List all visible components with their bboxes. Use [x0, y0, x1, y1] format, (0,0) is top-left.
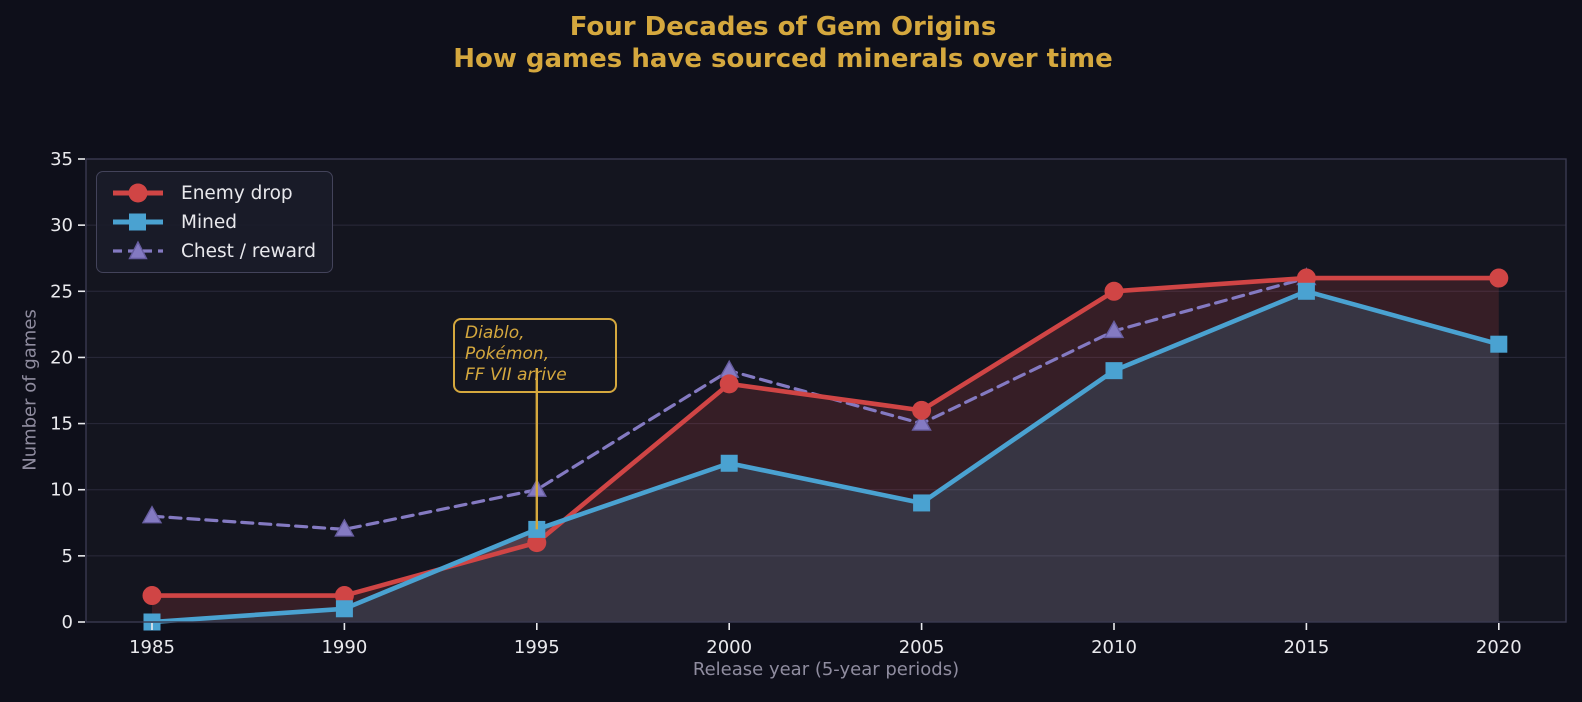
- chart-title-line2: How games have sourced minerals over tim…: [453, 44, 1113, 74]
- enemy-drop-marker: [719, 374, 739, 394]
- y-tick-label: 35: [50, 149, 73, 170]
- chest-reward-marker: [911, 412, 932, 431]
- annotation-line2: FF VII arrive: [465, 365, 567, 385]
- mined-marker: [913, 494, 931, 512]
- chest-reward-legend-marker-icon: [113, 240, 163, 260]
- mined-marker: [1490, 335, 1508, 353]
- enemy-drop-marker: [1104, 281, 1124, 301]
- x-tick-label: 1985: [129, 637, 175, 658]
- chest-reward-marker: [1103, 320, 1125, 339]
- x-tick-label: 1995: [514, 637, 560, 658]
- enemy-drop-marker: [912, 400, 932, 420]
- y-tick-label: 10: [50, 480, 73, 501]
- legend-item-mined: Mined: [109, 210, 316, 234]
- y-tick-label: 20: [50, 347, 73, 368]
- y-tick-label: 15: [50, 414, 73, 435]
- y-axis-label: Number of games: [19, 309, 41, 471]
- mined-marker: [1297, 282, 1315, 300]
- y-tick-label: 5: [62, 546, 73, 567]
- mined-line: [149, 288, 1502, 625]
- legend-item-enemy-drop: Enemy drop: [109, 181, 316, 205]
- mined-marker: [720, 454, 738, 472]
- enemy-drop-marker: [142, 586, 162, 606]
- chart-title: Four Decades of Gem Origins How games ha…: [0, 11, 1566, 75]
- legend-label-chest-reward: Chest / reward: [181, 240, 316, 262]
- chest-reward-marker: [334, 518, 355, 537]
- x-tick-label: 2005: [899, 637, 945, 658]
- x-tick-label: 2015: [1283, 637, 1329, 658]
- y-tick-label: 30: [50, 215, 73, 236]
- annotation-line1: Diablo, Pokémon,: [465, 323, 550, 364]
- x-axis-label: Release year (5-year periods): [692, 659, 960, 680]
- mined-marker: [1105, 362, 1123, 380]
- x-tick-label: 2020: [1476, 637, 1522, 658]
- legend-label-mined: Mined: [181, 211, 237, 233]
- mined-legend-marker-icon: [113, 213, 163, 231]
- legend-item-chest-reward: Chest / reward: [109, 239, 316, 263]
- legend: Enemy drop Mined Chest / reward: [96, 171, 333, 273]
- enemy-drop-line: [149, 275, 1502, 598]
- x-tick-label: 1990: [321, 637, 367, 658]
- fill-under-mined: [152, 291, 1499, 622]
- x-tick-label: 2000: [706, 637, 752, 658]
- y-tick-label: 0: [62, 612, 73, 633]
- x-tick-label: 2010: [1091, 637, 1137, 658]
- legend-label-enemy-drop: Enemy drop: [181, 182, 293, 204]
- mined-marker: [335, 600, 353, 618]
- chest-reward-marker: [141, 505, 163, 524]
- plot-border: [85, 158, 1567, 623]
- chart-title-line1: Four Decades of Gem Origins: [569, 12, 997, 42]
- enemy-drop-marker: [1489, 268, 1509, 288]
- fill-between-enemy-mined: [152, 278, 1499, 622]
- annotation-callout: Diablo, Pokémon, FF VII arrive: [453, 318, 617, 393]
- enemy-drop-legend-marker-icon: [113, 183, 163, 203]
- y-tick-label: 25: [50, 281, 73, 302]
